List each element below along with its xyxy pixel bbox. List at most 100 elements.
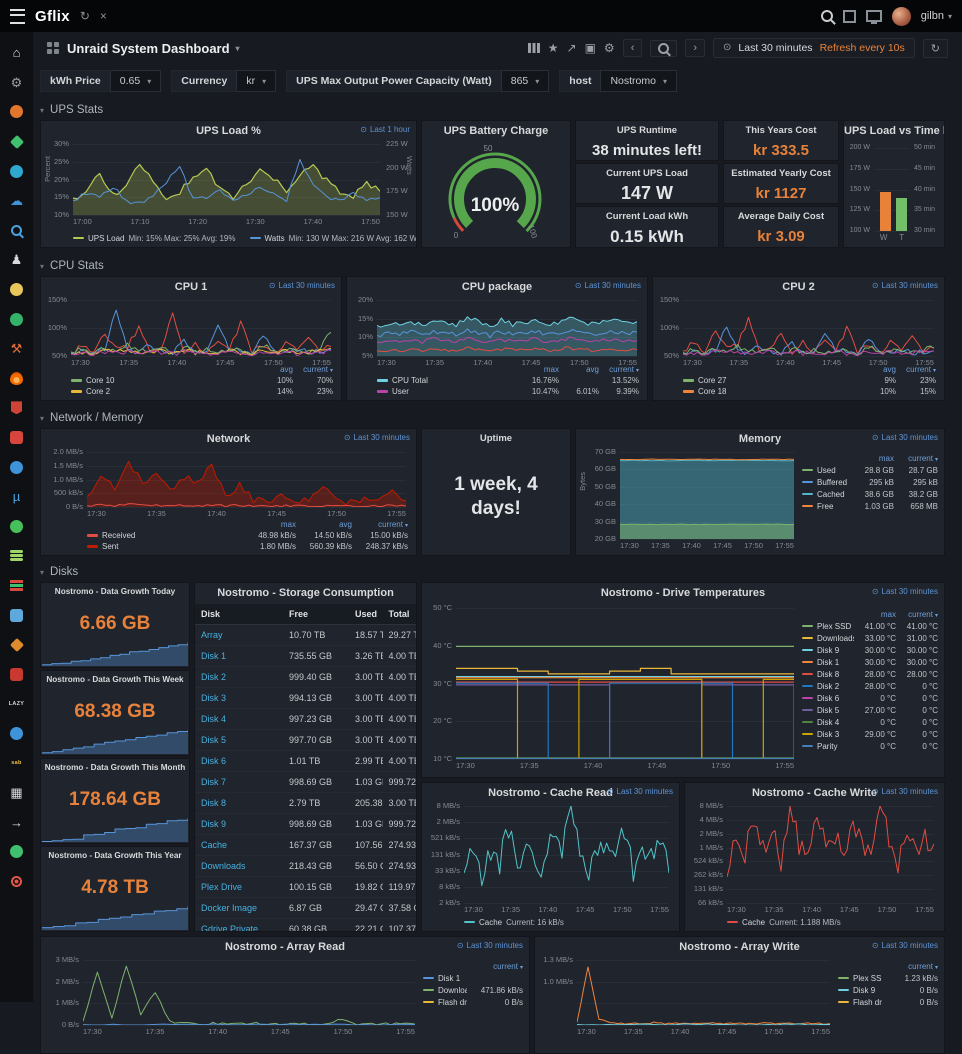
panel-title[interactable]: Network [206,433,251,445]
panel-title[interactable]: Memory [738,433,782,445]
legend-item[interactable]: User 10.47% 6.01% 9.39% [377,386,639,397]
chart-canvas[interactable] [683,300,934,357]
app-icon-3[interactable] [0,156,33,186]
legend-item[interactable]: Disk 1 30.00 °C 30.00 °C [802,656,938,668]
disk-link[interactable]: Disk 6 [195,751,283,772]
legend-col-header[interactable]: current [293,365,333,374]
legend-col-header[interactable]: max [878,453,894,463]
panel-title[interactable]: Nostromo - Array Read [224,941,345,953]
reload-tab-icon[interactable]: ↻ [79,9,90,23]
fullscreen-icon[interactable] [842,9,856,23]
panel-title[interactable]: UPS Runtime [616,125,678,136]
disk-link[interactable]: Disk 2 [195,667,283,688]
disk-link[interactable]: Disk 1 [195,646,283,667]
zoom-out-button[interactable] [650,39,678,57]
panel-title[interactable]: Current UPS Load [606,168,688,179]
panel-title[interactable]: Average Daily Cost [737,211,825,222]
legend-col-header[interactable]: current [352,520,408,529]
panel-title[interactable]: Nostromo - Array Write [679,941,800,953]
time-picker[interactable]: ⊙ Last 30 minutes Refresh every 10s [713,38,915,58]
legend-item[interactable]: Used 28.8 GB 28.7 GB [802,464,938,476]
table-row[interactable]: Disk 61.01 TB2.99 TB4.00 TB [195,751,416,772]
add-panel-icon[interactable] [527,43,540,53]
panel-title[interactable]: Uptime [479,433,513,444]
legend-item[interactable]: Disk 2 28.00 °C 0 °C [802,680,938,692]
legend-item[interactable]: Flash drive 0 B/s [838,996,938,1008]
legend-item[interactable]: Core 27 9% 23% [683,375,936,386]
legend-item[interactable]: Parity 0 °C 0 °C [802,740,938,752]
avatar[interactable] [891,6,911,26]
app-icon-7[interactable] [0,452,33,482]
legend-col-header[interactable]: avg [339,520,352,529]
legend-col-header[interactable]: avg [586,365,599,374]
app-icon-target[interactable] [0,867,33,897]
dashboard-title[interactable]: Unraid System Dashboard ▾ [67,41,240,56]
legend-col-header[interactable]: current [896,610,938,619]
panel-title[interactable]: CPU 1 [174,281,208,293]
panel-title[interactable]: Nostromo - Cache Read [488,787,613,799]
app-icon-2[interactable] [0,127,33,157]
legend-item[interactable]: Core 10 10% 70% [71,375,333,386]
panel-title[interactable]: Nostromo - Data Growth Today [54,587,176,596]
legend-col-header[interactable]: avg [280,365,293,374]
legend-col-header[interactable]: current [882,962,938,971]
search-icon[interactable] [820,10,833,22]
panel-title[interactable]: Estimated Yearly Cost [731,168,831,179]
app-icon-tools[interactable]: ⚒ [0,334,33,364]
app-icon-5[interactable] [0,304,33,334]
app-icon-4[interactable] [0,275,33,305]
legend-item[interactable]: Buffered 295 kB 295 kB [802,476,938,488]
legend-col-header[interactable]: max [280,520,296,529]
legend-item[interactable]: Sent 1.80 MB/s 560.39 kB/s 248.37 kB/s [87,541,408,552]
app-icon-12[interactable] [0,659,33,689]
menu-icon[interactable] [10,8,25,24]
panel-title[interactable]: Nostromo - Drive Temperatures [600,587,766,599]
chart-canvas[interactable] [83,960,415,1026]
app-icon-lazy[interactable]: LAZY [0,689,33,719]
legend-item[interactable]: Cache Current: 1.188 MB/s [727,918,841,927]
chart-canvas[interactable] [577,960,830,1026]
legend-item[interactable]: Disk 9 0 B/s [838,984,938,996]
disk-link[interactable]: Disk 4 [195,709,283,730]
chart-canvas[interactable] [874,148,910,232]
column-header[interactable]: Free [283,604,349,625]
variable-value-dropdown[interactable]: Nostromo ▾ [600,70,677,92]
legend-item[interactable]: Disk 8 28.00 °C 28.00 °C [802,668,938,680]
legend-item[interactable]: Plex SSD 41.00 °C 41.00 °C [802,620,938,632]
app-icon-14[interactable] [0,837,33,867]
disk-link[interactable]: Gdrive Private [195,919,283,931]
legend-item[interactable]: Disk 4 0 °C 0 °C [802,716,938,728]
legend-col-header[interactable]: current [894,454,938,463]
chart-canvas[interactable] [620,452,794,540]
app-icon-11[interactable] [0,630,33,660]
time-forward-button[interactable]: › [685,39,706,57]
user-menu[interactable]: gilbn ▾ [921,10,952,22]
chart-canvas[interactable] [87,452,406,508]
close-tab-icon[interactable]: × [99,9,107,23]
variable-value-dropdown[interactable]: kr ▾ [236,70,277,92]
settings-icon[interactable]: ⚙ [0,68,33,98]
disk-link[interactable]: Disk 5 [195,730,283,751]
legend-item[interactable]: Cache Current: 16 kB/s [464,918,564,927]
app-icon-1[interactable] [0,97,33,127]
panel-title[interactable]: Current Load kWh [605,211,689,222]
chart-canvas[interactable] [377,300,637,357]
app-icon-8[interactable]: µ [0,482,33,512]
variable-value-dropdown[interactable]: 865 ▾ [500,70,550,92]
logout-icon[interactable]: → [0,807,33,837]
column-header[interactable]: Disk [195,604,283,625]
disk-link[interactable]: Disk 8 [195,793,283,814]
panel-title[interactable]: Nostromo - Data Growth This Month [44,763,186,772]
dashboard-grid-icon[interactable] [47,42,59,54]
chart-canvas[interactable] [727,806,934,904]
column-header[interactable]: Used [349,604,383,625]
